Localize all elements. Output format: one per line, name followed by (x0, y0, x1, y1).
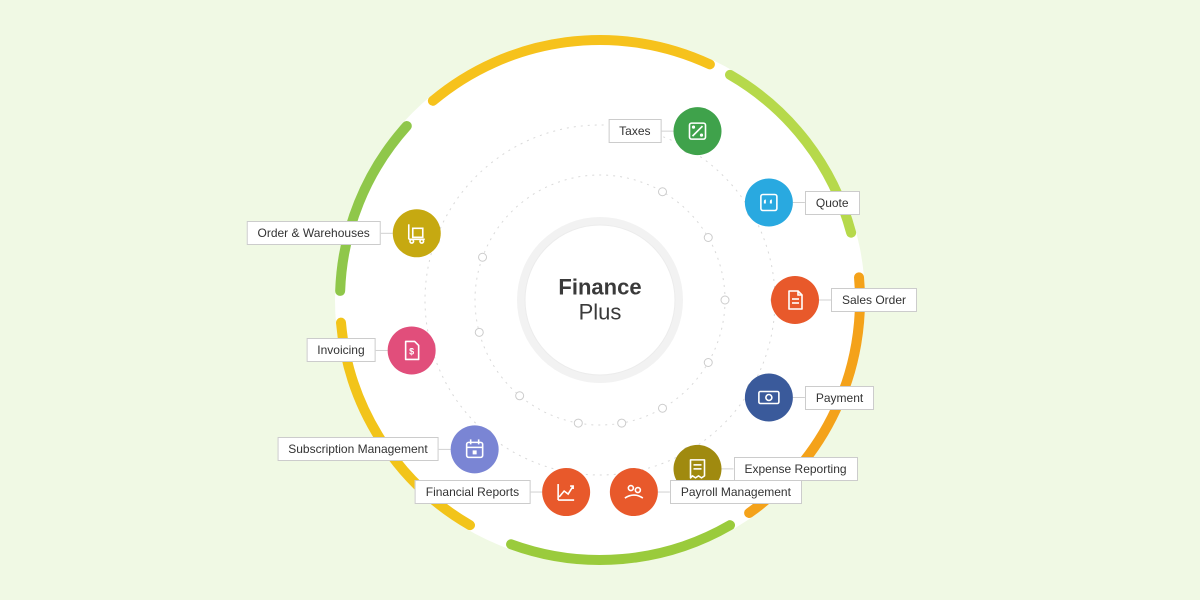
module-label: Subscription Management (277, 437, 438, 461)
module-label: Quote (805, 191, 860, 215)
svg-text:$: $ (409, 346, 414, 356)
title-line2: Plus (558, 300, 641, 325)
diagram-stage: $ Finance Plus Taxes Quote Sales Order Paym… (0, 0, 1200, 600)
module-label: Order & Warehouses (246, 221, 380, 245)
title-line1: Finance (558, 275, 641, 300)
module-label: Invoicing (306, 338, 375, 362)
module-label: Sales Order (831, 288, 917, 312)
module-label: Expense Reporting (734, 457, 858, 481)
center-title: Finance Plus (558, 275, 641, 326)
module-label: Payment (805, 386, 874, 410)
module-label: Financial Reports (415, 480, 530, 504)
module-label: Taxes (608, 119, 661, 143)
module-label: Payroll Management (670, 480, 802, 504)
